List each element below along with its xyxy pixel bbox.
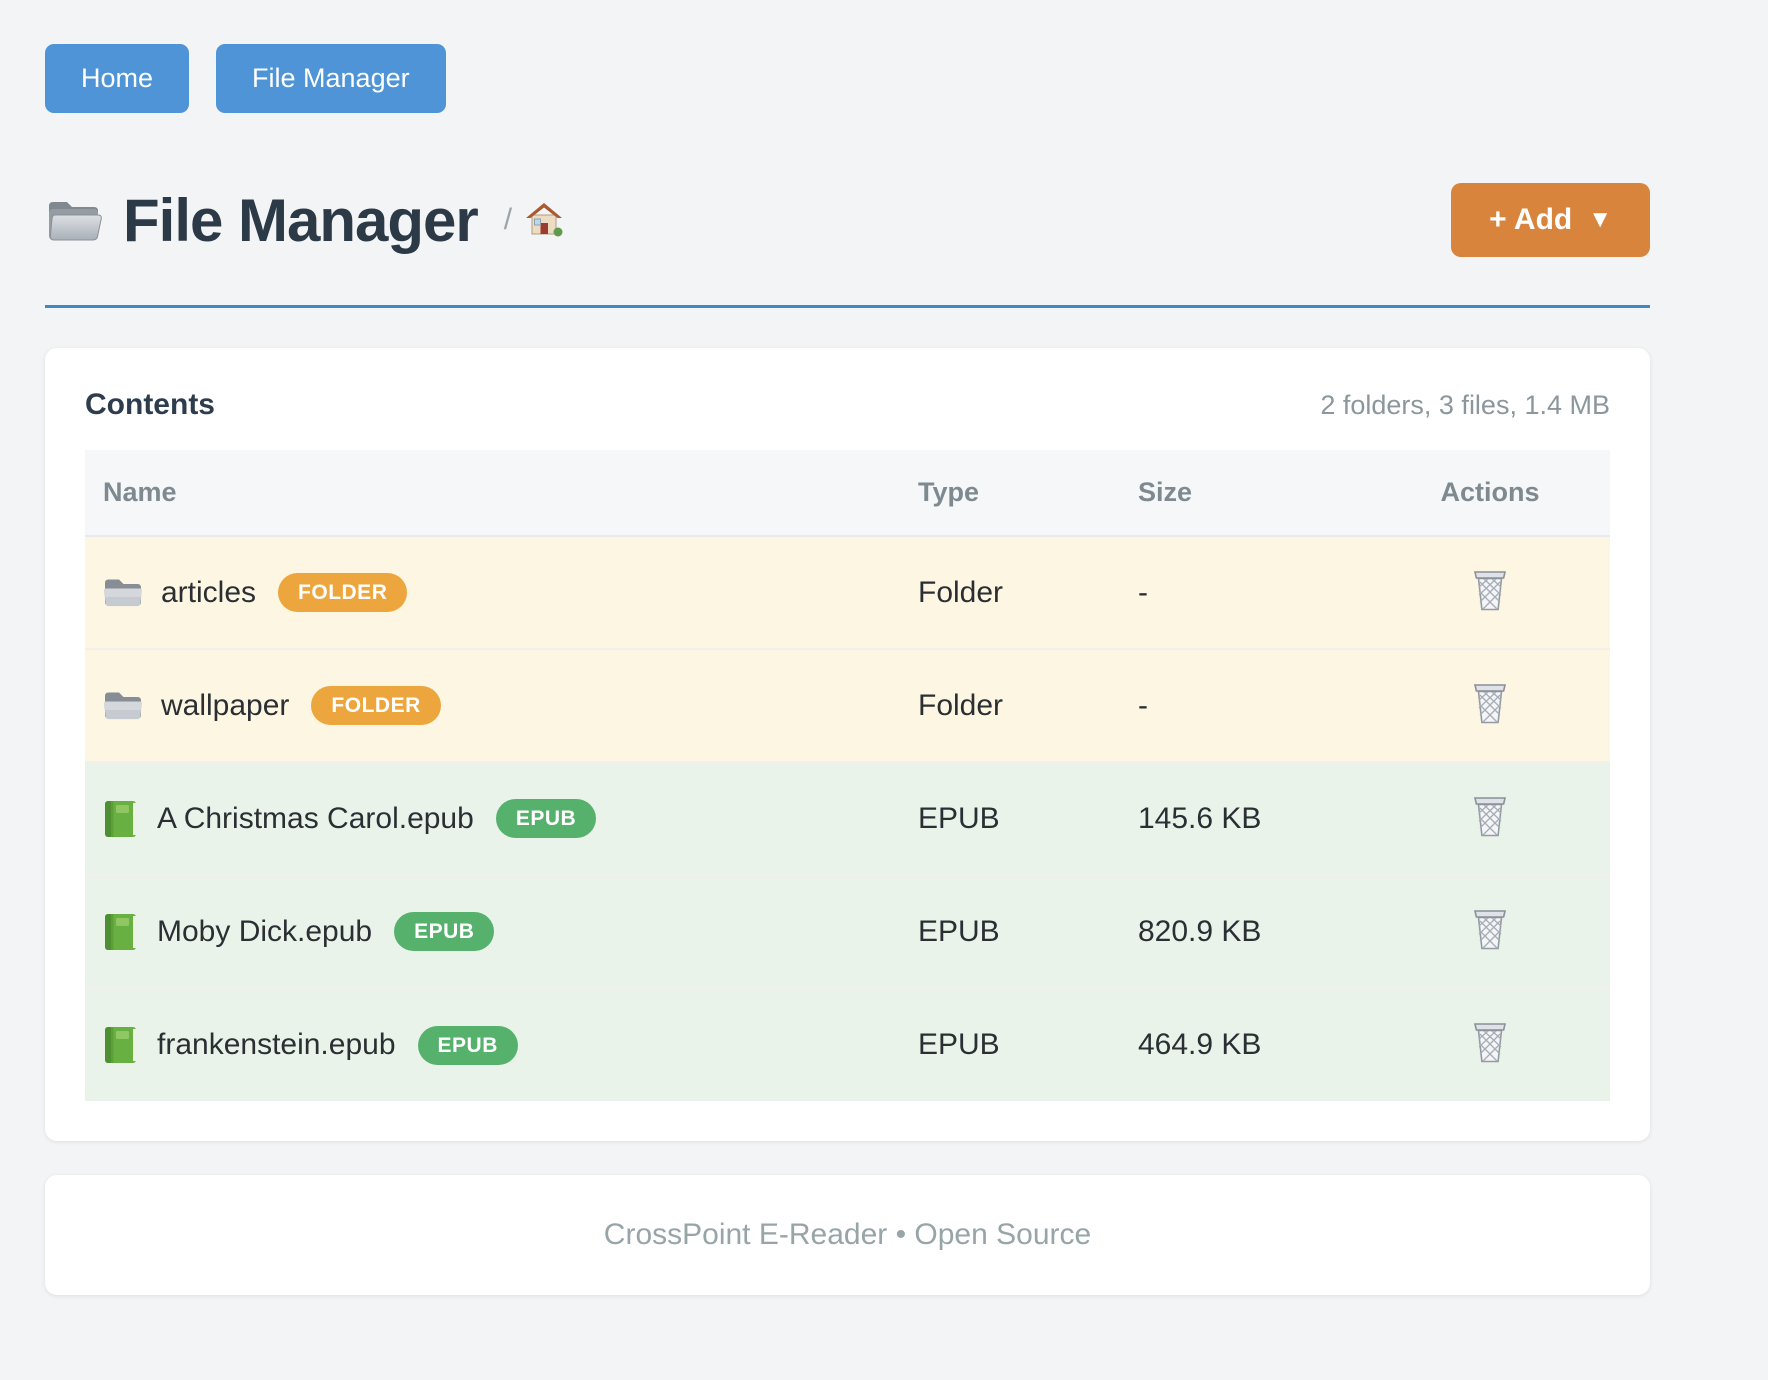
delete-button[interactable] — [1466, 791, 1514, 846]
table-row: A Christmas Carol.epub EPUB EPUB 145.6 K… — [85, 762, 1610, 875]
actions-cell — [1370, 536, 1610, 649]
size-cell: 464.9 KB — [1138, 1028, 1262, 1061]
size-cell: - — [1138, 688, 1148, 722]
type-cell: EPUB — [918, 1028, 1000, 1061]
footer: CrossPoint E-Reader • Open Source — [45, 1175, 1650, 1295]
page-header: File Manager / + Add — [45, 183, 1650, 257]
contents-card: Contents 2 folders, 3 files, 1.4 MB Name… — [45, 348, 1650, 1141]
top-nav: Home File Manager — [45, 44, 1650, 113]
name-cell: wallpaper FOLDER — [85, 649, 900, 762]
home-breadcrumb-link[interactable] — [524, 199, 564, 242]
table-row: articles FOLDER Folder - — [85, 536, 1610, 649]
delete-button[interactable] — [1466, 678, 1514, 733]
delete-button[interactable] — [1466, 1017, 1514, 1072]
type-cell: EPUB — [918, 914, 1000, 948]
card-title: Contents — [85, 388, 215, 421]
house-icon — [524, 199, 564, 242]
trash-icon — [1470, 795, 1510, 842]
type-badge: FOLDER — [311, 686, 441, 725]
table-row: frankenstein.epub EPUB EPUB 464.9 KB — [85, 988, 1610, 1101]
file-name[interactable]: Moby Dick.epub — [157, 914, 373, 948]
actions-cell — [1370, 649, 1610, 762]
name-cell: A Christmas Carol.epub EPUB — [85, 762, 900, 875]
delete-button[interactable] — [1466, 904, 1514, 959]
nav-home-button[interactable]: Home — [45, 44, 190, 113]
header-rule — [45, 305, 1650, 308]
contents-summary: 2 folders, 3 files, 1.4 MB — [1320, 390, 1610, 420]
size-cell: - — [1138, 575, 1148, 609]
contents-table: Name Type Size Actions — [85, 450, 1610, 1101]
nav-file-manager-button[interactable]: File Manager — [216, 44, 446, 113]
breadcrumb: / — [504, 199, 564, 242]
size-cell: 820.9 KB — [1138, 914, 1262, 948]
file-name[interactable]: articles — [161, 575, 257, 609]
column-header-actions: Actions — [1440, 477, 1540, 507]
table-row: Moby Dick.epub EPUB EPUB 820.9 KB — [85, 875, 1610, 988]
book-icon — [103, 799, 139, 839]
actions-cell — [1370, 988, 1610, 1101]
file-name[interactable]: frankenstein.epub — [157, 1028, 396, 1061]
type-cell: Folder — [918, 575, 1004, 609]
add-button[interactable]: + Add ▼ — [1451, 183, 1650, 257]
type-badge: EPUB — [417, 1025, 518, 1065]
folder-icon — [103, 689, 143, 722]
footer-text: CrossPoint E-Reader • Open Source — [603, 1218, 1092, 1251]
file-name[interactable]: A Christmas Carol.epub — [157, 801, 474, 835]
type-badge: EPUB — [394, 912, 495, 951]
breadcrumb-separator: / — [503, 203, 513, 236]
add-button-label: + Add — [1489, 203, 1573, 236]
type-cell: Folder — [918, 688, 1004, 722]
file-name[interactable]: wallpaper — [161, 688, 290, 722]
folder-icon — [103, 576, 143, 609]
trash-icon — [1470, 569, 1510, 616]
name-cell: frankenstein.epub EPUB — [85, 988, 900, 1101]
delete-button[interactable] — [1466, 565, 1514, 620]
book-icon — [103, 912, 139, 952]
table-header-row: Name Type Size Actions — [85, 450, 1610, 536]
column-header-type: Type — [918, 477, 980, 507]
actions-cell — [1370, 875, 1610, 988]
book-icon — [103, 1025, 139, 1065]
trash-icon — [1470, 1021, 1510, 1068]
trash-icon — [1470, 908, 1510, 955]
caret-down-icon: ▼ — [1588, 206, 1612, 233]
trash-icon — [1470, 682, 1510, 729]
type-cell: EPUB — [918, 801, 1000, 835]
column-header-size: Size — [1138, 477, 1193, 507]
actions-cell — [1370, 762, 1610, 875]
type-badge: EPUB — [495, 799, 597, 838]
type-badge: FOLDER — [278, 573, 408, 612]
page-title: File Manager — [123, 186, 479, 254]
name-cell: Moby Dick.epub EPUB — [85, 875, 900, 988]
page: Home File Manager Fi — [45, 0, 1650, 1295]
name-cell: articles FOLDER — [85, 536, 900, 649]
column-header-name: Name — [103, 477, 177, 507]
folder-open-icon — [45, 196, 103, 244]
size-cell: 145.6 KB — [1138, 801, 1262, 835]
table-row: wallpaper FOLDER Folder - — [85, 649, 1610, 762]
